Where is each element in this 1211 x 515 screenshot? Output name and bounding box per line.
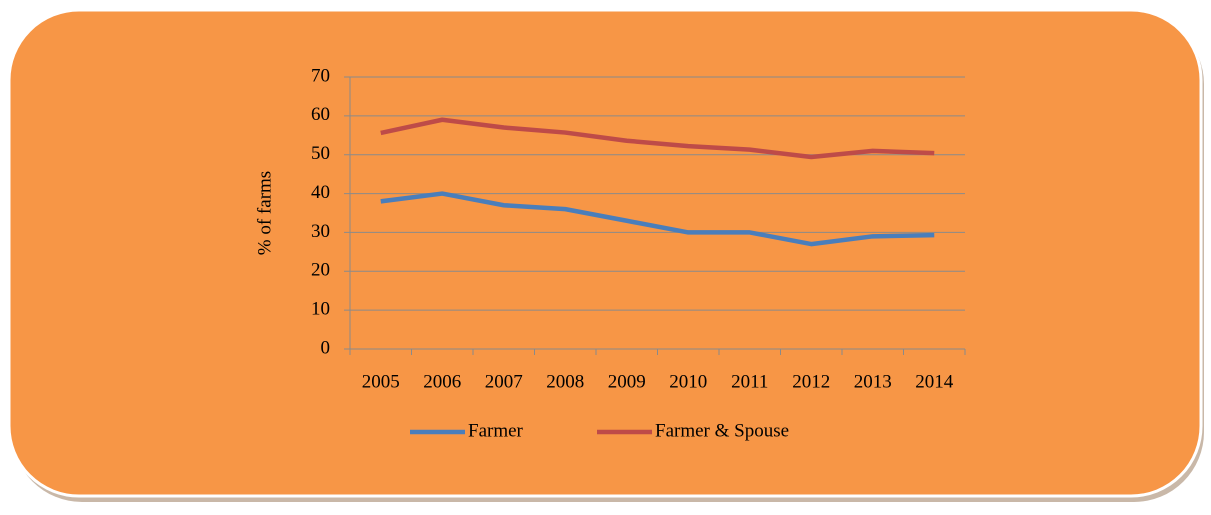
x-tick-label: 2011 (731, 371, 768, 392)
x-tick-label: 2006 (423, 371, 461, 392)
y-tick-label: 40 (311, 182, 330, 203)
y-tick-label: 30 (311, 221, 330, 242)
x-tick-label: 2013 (854, 371, 892, 392)
y-tick-label: 60 (311, 104, 330, 125)
series-line (380, 117, 935, 160)
y-tick-label: 0 (321, 337, 331, 358)
x-tick-label: 2005 (362, 371, 400, 392)
y-tick-label: 70 (311, 65, 330, 86)
x-tick-label: 2008 (546, 371, 584, 392)
series-line (380, 191, 935, 247)
y-axis-label: % of farms (254, 171, 275, 255)
x-tick-label: 2009 (608, 371, 646, 392)
y-tick-label: 50 (311, 143, 330, 164)
x-tick-label: 2014 (915, 371, 954, 392)
x-tick-label: 2007 (485, 371, 523, 392)
y-tick-label: 20 (311, 260, 330, 281)
y-tick-label: 10 (311, 299, 330, 320)
legend-label: Farmer & Spouse (655, 420, 789, 441)
card (7, 8, 1203, 498)
legend-label: Farmer (468, 420, 524, 441)
x-tick-label: 2012 (792, 371, 830, 392)
x-tick-label: 2010 (669, 371, 707, 392)
